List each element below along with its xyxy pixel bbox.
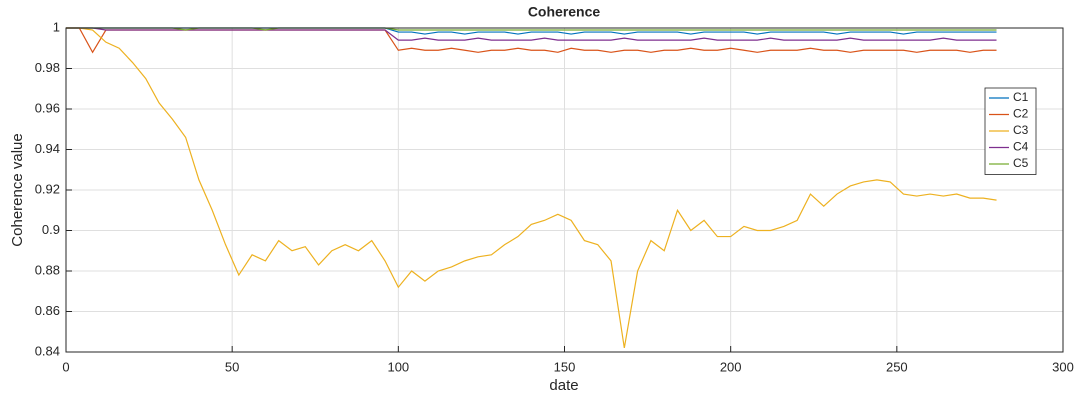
y-tick-label: 0.86: [35, 303, 60, 318]
y-tick-label: 0.96: [35, 100, 60, 115]
legend-label: C1: [1013, 90, 1029, 104]
series-line: [66, 27, 997, 349]
y-tick-label: 0.84: [35, 343, 60, 358]
y-tick-label: 1: [53, 19, 60, 34]
chart-title: Coherence: [528, 4, 601, 20]
plot-frame: [65, 27, 1064, 353]
y-axis-label: Coherence value: [9, 133, 26, 246]
y-tick-label: 0.92: [35, 181, 60, 196]
legend-label: C3: [1013, 123, 1029, 137]
y-tick-label: 0.88: [35, 262, 60, 277]
series-line: [66, 27, 997, 41]
legend-label: C4: [1013, 140, 1029, 154]
x-tick-label: 200: [720, 359, 742, 374]
legend-label: C5: [1013, 156, 1029, 170]
y-tick-label: 0.9: [42, 222, 60, 237]
x-tick-label: 100: [387, 359, 409, 374]
x-tick-label: 0: [62, 359, 69, 374]
x-axis-label: date: [549, 377, 578, 394]
x-tick-label: 50: [225, 359, 239, 374]
y-tick-label: 0.94: [35, 141, 60, 156]
y-tick-label: 0.98: [35, 60, 60, 75]
x-tick-label: 300: [1052, 359, 1074, 374]
legend-label: C2: [1013, 107, 1029, 121]
x-tick-label: 250: [886, 359, 908, 374]
x-tick-label: 150: [554, 359, 576, 374]
